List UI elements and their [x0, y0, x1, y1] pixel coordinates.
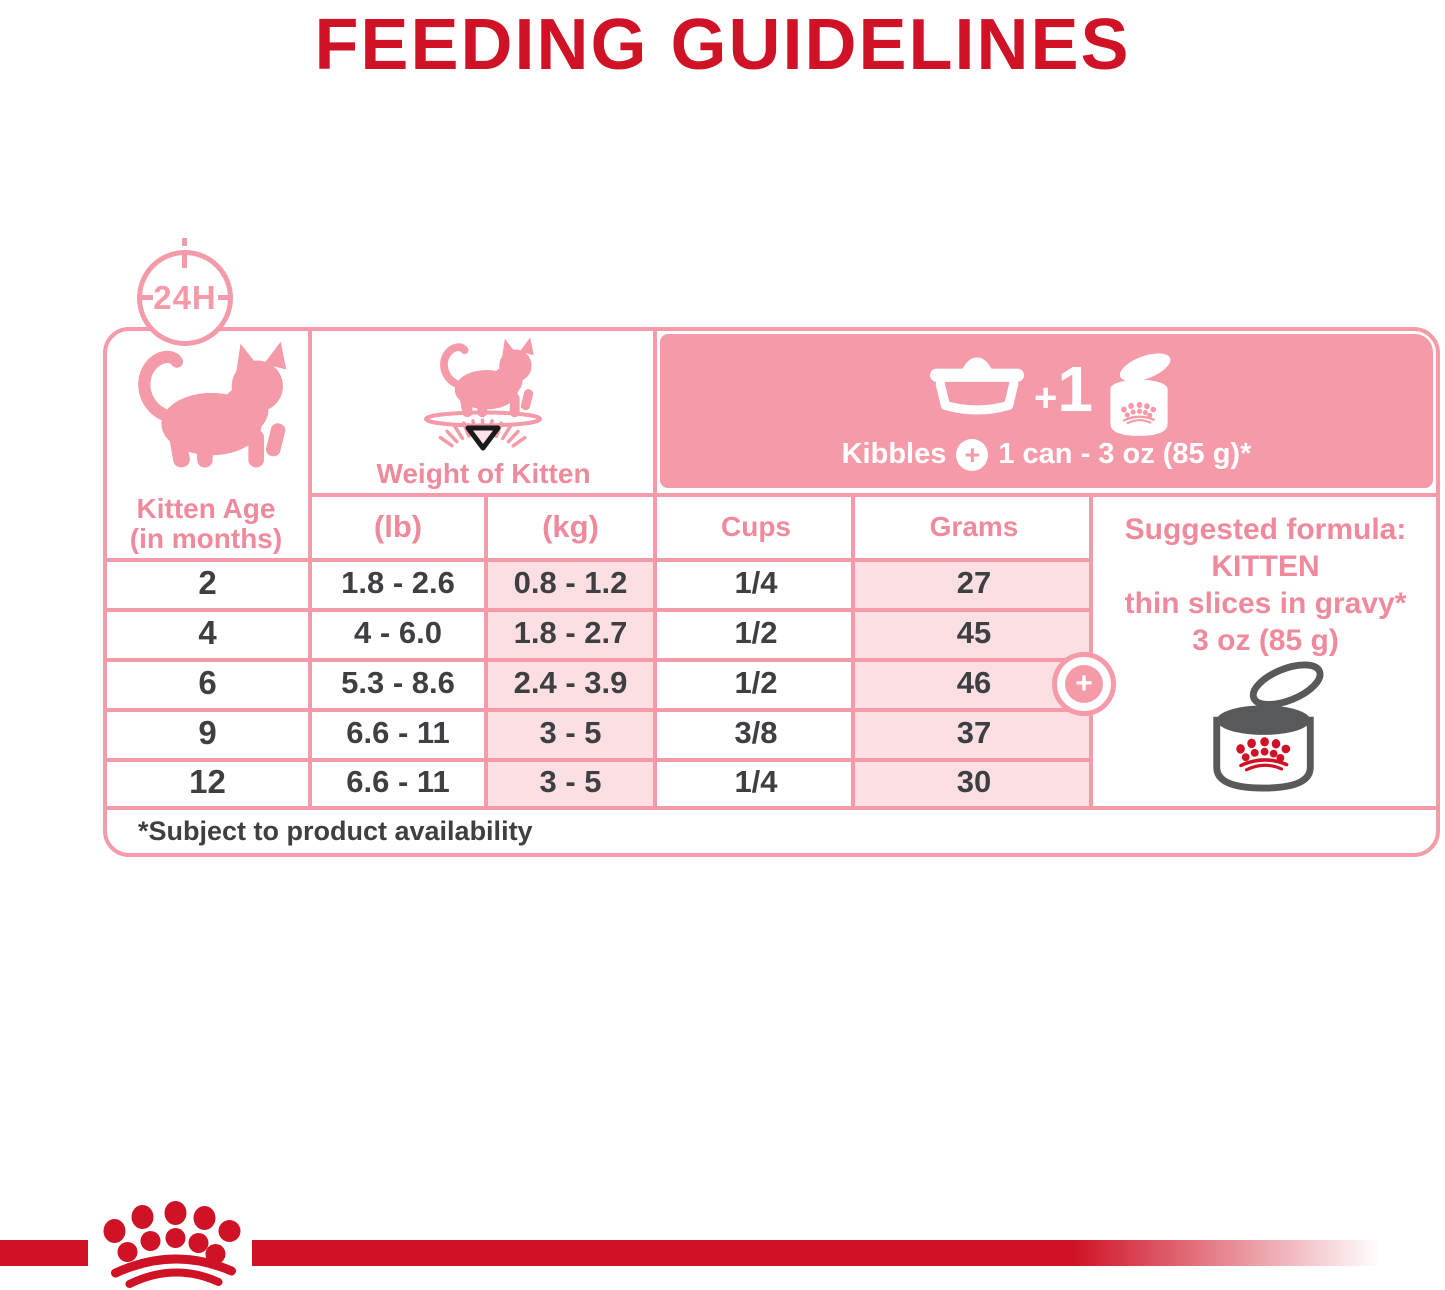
wet-food-can-icon	[1106, 350, 1172, 442]
cups-cell: 1/4	[734, 565, 778, 600]
grid-line	[103, 658, 1089, 662]
grid-line	[103, 758, 1089, 762]
clock-tick	[182, 238, 187, 246]
kitten-on-scale-icon	[428, 334, 538, 420]
royal-canin-crown-icon	[98, 1198, 250, 1290]
grid-line	[103, 558, 1089, 562]
table-header-row: (lb) (kg) Cups Grams	[312, 495, 1093, 558]
grid-line	[107, 806, 1436, 810]
clock-tick	[182, 252, 187, 268]
kg-cell: 0.8 - 1.2	[484, 558, 657, 608]
food-bowl-icon	[928, 356, 1026, 420]
col-header-lb: (lb)	[373, 508, 423, 544]
page-title: FEEDING GUIDELINES	[314, 5, 1131, 85]
age-cell: 9	[198, 714, 217, 751]
cups-cell: 3/8	[734, 715, 778, 750]
age-cell: 4	[198, 614, 217, 651]
col-header-grams: Grams	[929, 510, 1019, 542]
brand-bar-right	[252, 1240, 1392, 1266]
clock-tick	[218, 295, 231, 300]
formula-desc: thin slices in gravy*	[1124, 587, 1407, 620]
suggested-formula-block: Suggested formula: KITTEN thin slices in…	[1093, 511, 1438, 659]
table-row: 12 6.6 - 11 3 - 5 1/4 30	[103, 758, 1093, 806]
grams-cell: 30	[855, 758, 1093, 806]
grams-cell: 45	[855, 608, 1093, 658]
weight-column-header: Weight of Kitten	[376, 458, 591, 489]
one-digit: 1	[1057, 353, 1093, 425]
grid-line	[1089, 495, 1093, 806]
grid-line	[312, 493, 1436, 497]
col-header-kg: (kg)	[542, 508, 599, 544]
table-row: 6 5.3 - 8.6 2.4 - 3.9 1/2 46	[103, 658, 1093, 708]
kg-cell: 1.8 - 2.7	[484, 608, 657, 658]
lb-cell: 6.6 - 11	[346, 764, 450, 799]
kg-cell: 2.4 - 3.9	[484, 658, 657, 708]
kitten-silhouette-icon	[118, 336, 294, 472]
grid-line	[103, 708, 1089, 712]
formula-size: 3 oz (85 g)	[1192, 624, 1339, 657]
open-can-icon	[1200, 656, 1328, 804]
kg-cell: 3 - 5	[484, 758, 657, 806]
grid-line	[851, 495, 855, 806]
age-cell: 6	[198, 664, 217, 701]
formula-name: KITTEN	[1211, 550, 1320, 583]
footnote: *Subject to product availability	[138, 816, 533, 846]
age-cell: 12	[189, 763, 226, 800]
brand-bar-left	[0, 1240, 88, 1266]
banner-caption: Kibbles + 1 can - 3 oz (85 g)*	[660, 438, 1433, 471]
age-cell: 2	[198, 564, 217, 601]
caption-can-amount: 1 can - 3 oz (85 g)*	[998, 438, 1252, 470]
grams-cell: 27	[855, 558, 1093, 608]
cups-cell: 1/2	[734, 665, 778, 700]
caption-kibbles: Kibbles	[841, 438, 947, 470]
scale-dial-icon	[407, 410, 559, 468]
kibbles-plus-can-banner	[660, 334, 1433, 488]
table-row: 9 6.6 - 11 3 - 5 3/8 37	[103, 708, 1093, 758]
lb-cell: 1.8 - 2.6	[341, 565, 455, 600]
col-header-cups: Cups	[721, 510, 791, 542]
grid-line	[653, 331, 657, 806]
grid-line	[103, 608, 1089, 612]
table-row: 2 1.8 - 2.6 0.8 - 1.2 1/4 27	[103, 558, 1093, 608]
cups-cell: 1/2	[734, 615, 778, 650]
grid-line	[484, 495, 488, 806]
lb-cell: 5.3 - 8.6	[341, 665, 455, 700]
lb-cell: 6.6 - 11	[346, 715, 450, 750]
clock-tick	[140, 295, 153, 300]
age-column-header: Kitten Age (in months)	[129, 493, 283, 554]
grams-cell: 37	[855, 708, 1093, 758]
table-row: 4 4 - 6.0 1.8 - 2.7 1/2 45	[103, 608, 1093, 658]
plus-sign: +	[1034, 376, 1058, 420]
kg-cell: 3 - 5	[484, 708, 657, 758]
grid-line	[308, 331, 312, 806]
plus-connector-icon: +	[1052, 652, 1116, 716]
plus-one-label: +1	[1034, 353, 1093, 425]
suggested-title: Suggested formula:	[1124, 513, 1407, 546]
cups-cell: 1/4	[734, 764, 778, 799]
plus-badge-icon: +	[956, 438, 989, 471]
lb-cell: 4 - 6.0	[354, 615, 442, 650]
